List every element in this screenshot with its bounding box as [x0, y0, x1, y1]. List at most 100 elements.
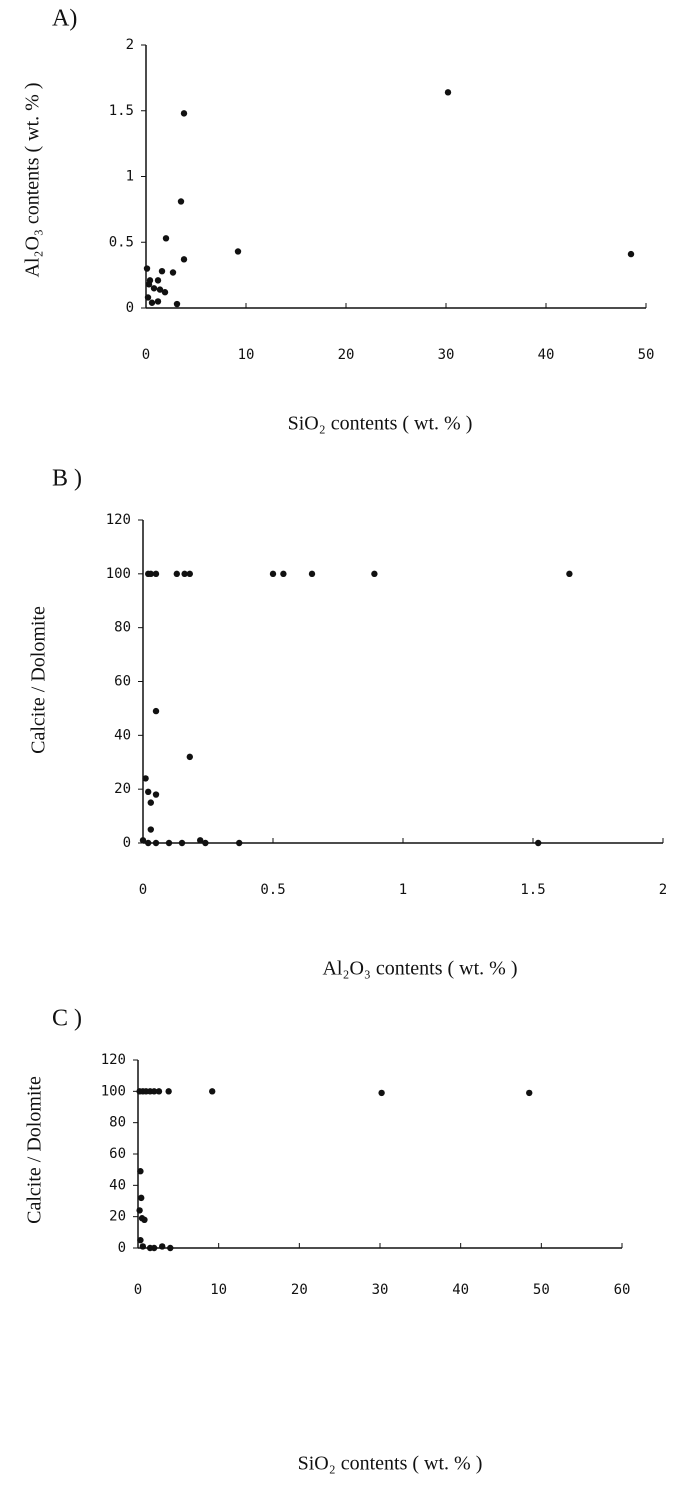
- point: [148, 299, 156, 306]
- x-tick-label: 30: [438, 347, 455, 363]
- point: [173, 300, 181, 308]
- point: [137, 1236, 144, 1244]
- point: [234, 248, 242, 255]
- point: [158, 267, 166, 275]
- point: [145, 839, 152, 847]
- point: [444, 89, 452, 96]
- x-tick-label: 30: [372, 1282, 389, 1298]
- y-tick-label: 1.5: [109, 103, 134, 119]
- y-tick-label: 0: [118, 1240, 126, 1256]
- point: [145, 281, 153, 288]
- point: [138, 1194, 145, 1202]
- point: [308, 570, 316, 578]
- point: [139, 837, 147, 844]
- x-tick-label: 0: [139, 882, 147, 898]
- y-tick-label: 40: [114, 727, 131, 743]
- y-tick-label: 40: [109, 1177, 126, 1193]
- point: [162, 235, 170, 242]
- y-tick-label: 1: [126, 169, 134, 185]
- x-tick-label: 40: [538, 347, 555, 363]
- point: [371, 570, 378, 578]
- y-tick-label: 0: [126, 300, 134, 316]
- point: [154, 298, 162, 305]
- x-tick-label: 50: [638, 347, 655, 363]
- point: [150, 285, 158, 292]
- x-tick-label: 60: [614, 1282, 631, 1298]
- x-axis-label: SiO₂ contents ( wt. % ): [298, 1453, 483, 1475]
- x-tick-label: 50: [533, 1282, 550, 1298]
- point: [152, 707, 160, 715]
- y-tick-label: 80: [109, 1115, 126, 1131]
- point: [186, 570, 193, 578]
- point: [167, 1244, 174, 1252]
- y-tick-label: 60: [109, 1146, 126, 1162]
- x-tick-label: 2: [659, 882, 667, 898]
- x-tick-label: 1: [399, 882, 407, 898]
- point: [236, 839, 243, 847]
- point: [150, 1088, 158, 1095]
- point: [202, 839, 209, 847]
- point: [181, 570, 188, 578]
- point: [178, 839, 186, 847]
- y-tick-label: 2: [126, 37, 134, 53]
- point: [144, 294, 152, 301]
- point: [161, 289, 169, 296]
- y-tick-label: 20: [114, 781, 131, 797]
- point: [177, 198, 185, 205]
- point: [147, 799, 154, 806]
- point: [180, 256, 188, 263]
- point: [145, 788, 152, 796]
- point: [152, 570, 160, 578]
- point: [141, 1216, 148, 1224]
- point: [152, 791, 160, 798]
- point: [137, 1168, 144, 1175]
- point: [627, 250, 635, 258]
- y-tick-label: 20: [109, 1209, 126, 1225]
- point: [269, 570, 277, 578]
- y-tick-label: 60: [114, 674, 131, 690]
- point: [165, 1088, 172, 1095]
- point: [180, 110, 188, 117]
- x-tick-label: 40: [452, 1282, 469, 1298]
- x-tick-label: 20: [338, 347, 355, 363]
- panel-label: C ): [52, 1006, 82, 1032]
- y-tick-label: 0: [123, 835, 131, 851]
- y-tick-label: 80: [114, 620, 131, 636]
- y-tick-label: 100: [101, 1083, 126, 1099]
- x-tick-label: 0: [134, 1282, 142, 1298]
- point: [142, 775, 149, 782]
- point: [136, 1207, 143, 1214]
- point: [169, 269, 177, 276]
- y-axis-label: Calcite / Dolomite: [28, 606, 50, 754]
- point: [186, 753, 193, 761]
- point: [197, 837, 204, 844]
- y-tick-label: 120: [101, 1052, 126, 1068]
- point: [280, 570, 287, 578]
- panel-label: A): [52, 6, 77, 32]
- point: [173, 570, 180, 578]
- x-tick-label: 10: [210, 1282, 227, 1298]
- point: [156, 286, 164, 293]
- point: [147, 826, 154, 833]
- y-tick-label: 0.5: [109, 234, 134, 250]
- y-axis-label: Calcite / Dolomite: [24, 1076, 46, 1224]
- point: [139, 1243, 147, 1250]
- y-axis-label: Al₂O₃ contents ( wt. % ): [22, 82, 44, 277]
- panel-label: B ): [52, 466, 82, 492]
- point: [535, 839, 542, 847]
- x-tick-label: 20: [291, 1282, 308, 1298]
- x-tick-label: 10: [238, 347, 255, 363]
- x-tick-label: 1.5: [520, 882, 545, 898]
- point: [159, 1243, 166, 1250]
- point: [165, 839, 173, 847]
- point: [526, 1089, 533, 1097]
- point: [150, 1244, 158, 1252]
- x-axis-label: SiO₂ contents ( wt. % ): [288, 413, 473, 435]
- point: [154, 277, 162, 284]
- point: [155, 1088, 163, 1095]
- point: [209, 1088, 216, 1095]
- y-tick-label: 100: [106, 566, 131, 582]
- point: [566, 570, 573, 578]
- point: [152, 839, 160, 847]
